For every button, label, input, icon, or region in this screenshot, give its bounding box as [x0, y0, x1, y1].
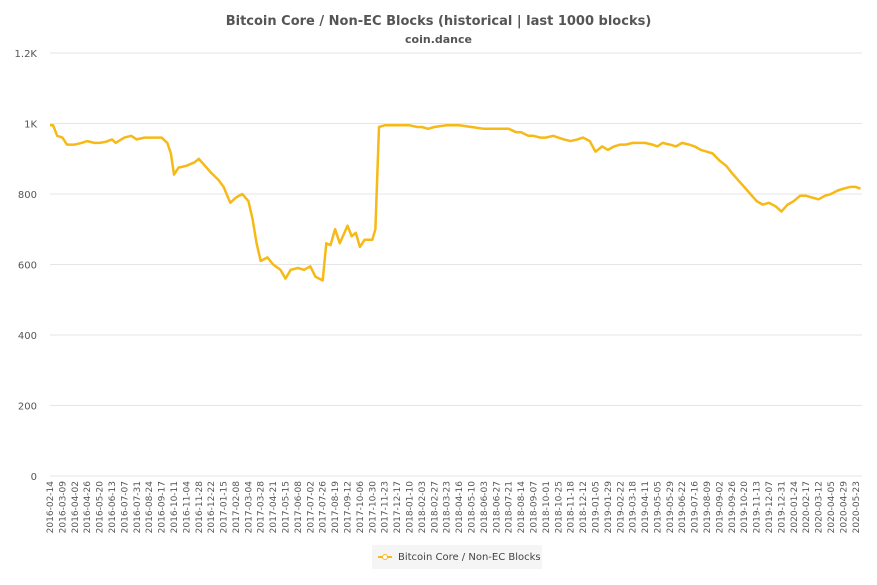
- y-tick-label: 200: [18, 402, 37, 413]
- x-tick-label: 2017-03-04: [244, 481, 254, 534]
- x-tick-label: 2016-11-28: [195, 481, 205, 534]
- x-tick-label: 2016-03-09: [58, 481, 68, 534]
- x-tick-label: 2020-01-24: [790, 481, 800, 534]
- series-layer: [50, 124, 861, 282]
- x-tick-label: 2017-09-12: [344, 481, 354, 533]
- x-tick-label: 2020-02-17: [802, 481, 812, 533]
- x-tick-label: 2017-06-08: [294, 481, 304, 534]
- y-tick-label: 1.2K: [15, 49, 38, 60]
- x-tick-label: 2016-07-07: [120, 481, 130, 533]
- x-tick-label: 2016-04-02: [71, 481, 81, 533]
- x-tick-label: 2018-04-16: [455, 481, 465, 534]
- x-tick-label: 2020-05-23: [852, 481, 862, 533]
- x-tick-label: 2018-10-25: [554, 481, 564, 533]
- x-axis-ticks: 2016-02-14 2016-03-09 2016-04-02 2016-04-26…: [46, 481, 862, 534]
- x-tick-label: 2019-11-13: [753, 481, 763, 533]
- x-tick-label: 2017-03-28: [257, 481, 267, 534]
- x-tick-label: 2018-03-23: [443, 481, 453, 533]
- x-tick-label: 2017-04-21: [269, 481, 279, 533]
- y-tick-label: 600: [18, 261, 37, 272]
- x-tick-label: 2017-12-17: [393, 481, 403, 533]
- x-tick-label: 2018-08-14: [517, 481, 527, 534]
- x-tick-label: 2020-03-12: [815, 481, 825, 533]
- x-tick-label: 2016-06-13: [108, 481, 118, 533]
- x-tick-label: 2020-04-05: [827, 481, 837, 533]
- x-tick-label: 2017-08-19: [331, 481, 341, 534]
- x-tick-label: 2018-01-10: [406, 481, 416, 534]
- x-tick-label: 2016-02-14: [46, 481, 56, 534]
- x-tick-label: 2016-12-22: [207, 481, 217, 533]
- y-tick-label: 800: [18, 190, 37, 201]
- x-tick-label: 2017-01-15: [220, 481, 230, 533]
- legend[interactable]: Bitcoin Core / Non-EC Blocks: [372, 545, 542, 569]
- x-tick-label: 2016-05-20: [96, 481, 106, 534]
- x-tick-label: 2017-07-02: [306, 481, 316, 533]
- x-tick-label: 2020-04-29: [839, 481, 849, 534]
- chart-subtitle: coin.dance: [405, 33, 472, 46]
- x-tick-label: 2016-07-31: [133, 481, 143, 533]
- x-tick-label: 2019-04-11: [641, 481, 651, 533]
- x-tick-label: 2018-05-10: [467, 481, 477, 534]
- x-tick-label: 2018-02-03: [418, 481, 428, 533]
- series-line: [50, 124, 861, 282]
- x-tick-label: 2018-09-07: [529, 481, 539, 533]
- x-tick-label: 2016-10-11: [170, 481, 180, 533]
- x-tick-label: 2019-06-22: [678, 481, 688, 533]
- x-tick-label: 2019-12-31: [777, 481, 787, 533]
- x-tick-label: 2017-05-15: [282, 481, 292, 533]
- x-tick-label: 2018-12-12: [579, 481, 589, 533]
- x-tick-label: 2018-06-03: [480, 481, 490, 533]
- x-tick-label: 2016-11-04: [182, 481, 192, 534]
- x-tick-label: 2019-05-05: [653, 481, 663, 533]
- grid-lines: [50, 52, 862, 477]
- y-tick-label: 0: [31, 472, 37, 483]
- x-tick-label: 2016-04-26: [83, 481, 93, 534]
- y-tick-label: 1K: [24, 120, 37, 131]
- x-tick-label: 2017-07-26: [319, 481, 329, 534]
- x-tick-label: 2019-01-05: [591, 481, 601, 533]
- x-tick-label: 2019-01-29: [604, 481, 614, 534]
- legend-label: Bitcoin Core / Non-EC Blocks: [398, 551, 541, 563]
- y-axis-ticks: 0 200 400 600 800 1K 1.2K: [15, 49, 38, 483]
- x-tick-label: 2018-02-27: [430, 481, 440, 533]
- x-tick-label: 2018-11-18: [567, 481, 577, 534]
- x-tick-label: 2019-07-16: [691, 481, 701, 534]
- x-tick-label: 2019-10-20: [740, 481, 750, 534]
- x-tick-label: 2016-08-24: [145, 481, 155, 534]
- x-tick-label: 2018-10-01: [542, 481, 552, 533]
- x-tick-label: 2019-09-02: [715, 481, 725, 533]
- x-tick-label: 2019-03-18: [629, 481, 639, 534]
- x-tick-label: 2017-10-30: [368, 481, 378, 534]
- y-tick-label: 400: [18, 331, 37, 342]
- x-tick-label: 2019-02-22: [616, 481, 626, 533]
- x-tick-label: 2019-12-07: [765, 481, 775, 533]
- x-tick-label: 2018-06-27: [492, 481, 502, 533]
- x-tick-label: 2019-08-09: [703, 481, 713, 534]
- x-tick-label: 2017-11-23: [381, 481, 391, 533]
- legend-swatch-icon: [378, 552, 392, 562]
- x-tick-label: 2018-07-21: [505, 481, 515, 533]
- x-tick-label: 2019-05-29: [666, 481, 676, 534]
- x-tick-label: 2016-09-17: [158, 481, 168, 533]
- x-tick-label: 2019-09-26: [728, 481, 738, 534]
- x-tick-label: 2017-02-08: [232, 481, 242, 534]
- chart-title: Bitcoin Core / Non-EC Blocks (historical…: [225, 14, 652, 29]
- x-tick-label: 2017-10-06: [356, 481, 366, 534]
